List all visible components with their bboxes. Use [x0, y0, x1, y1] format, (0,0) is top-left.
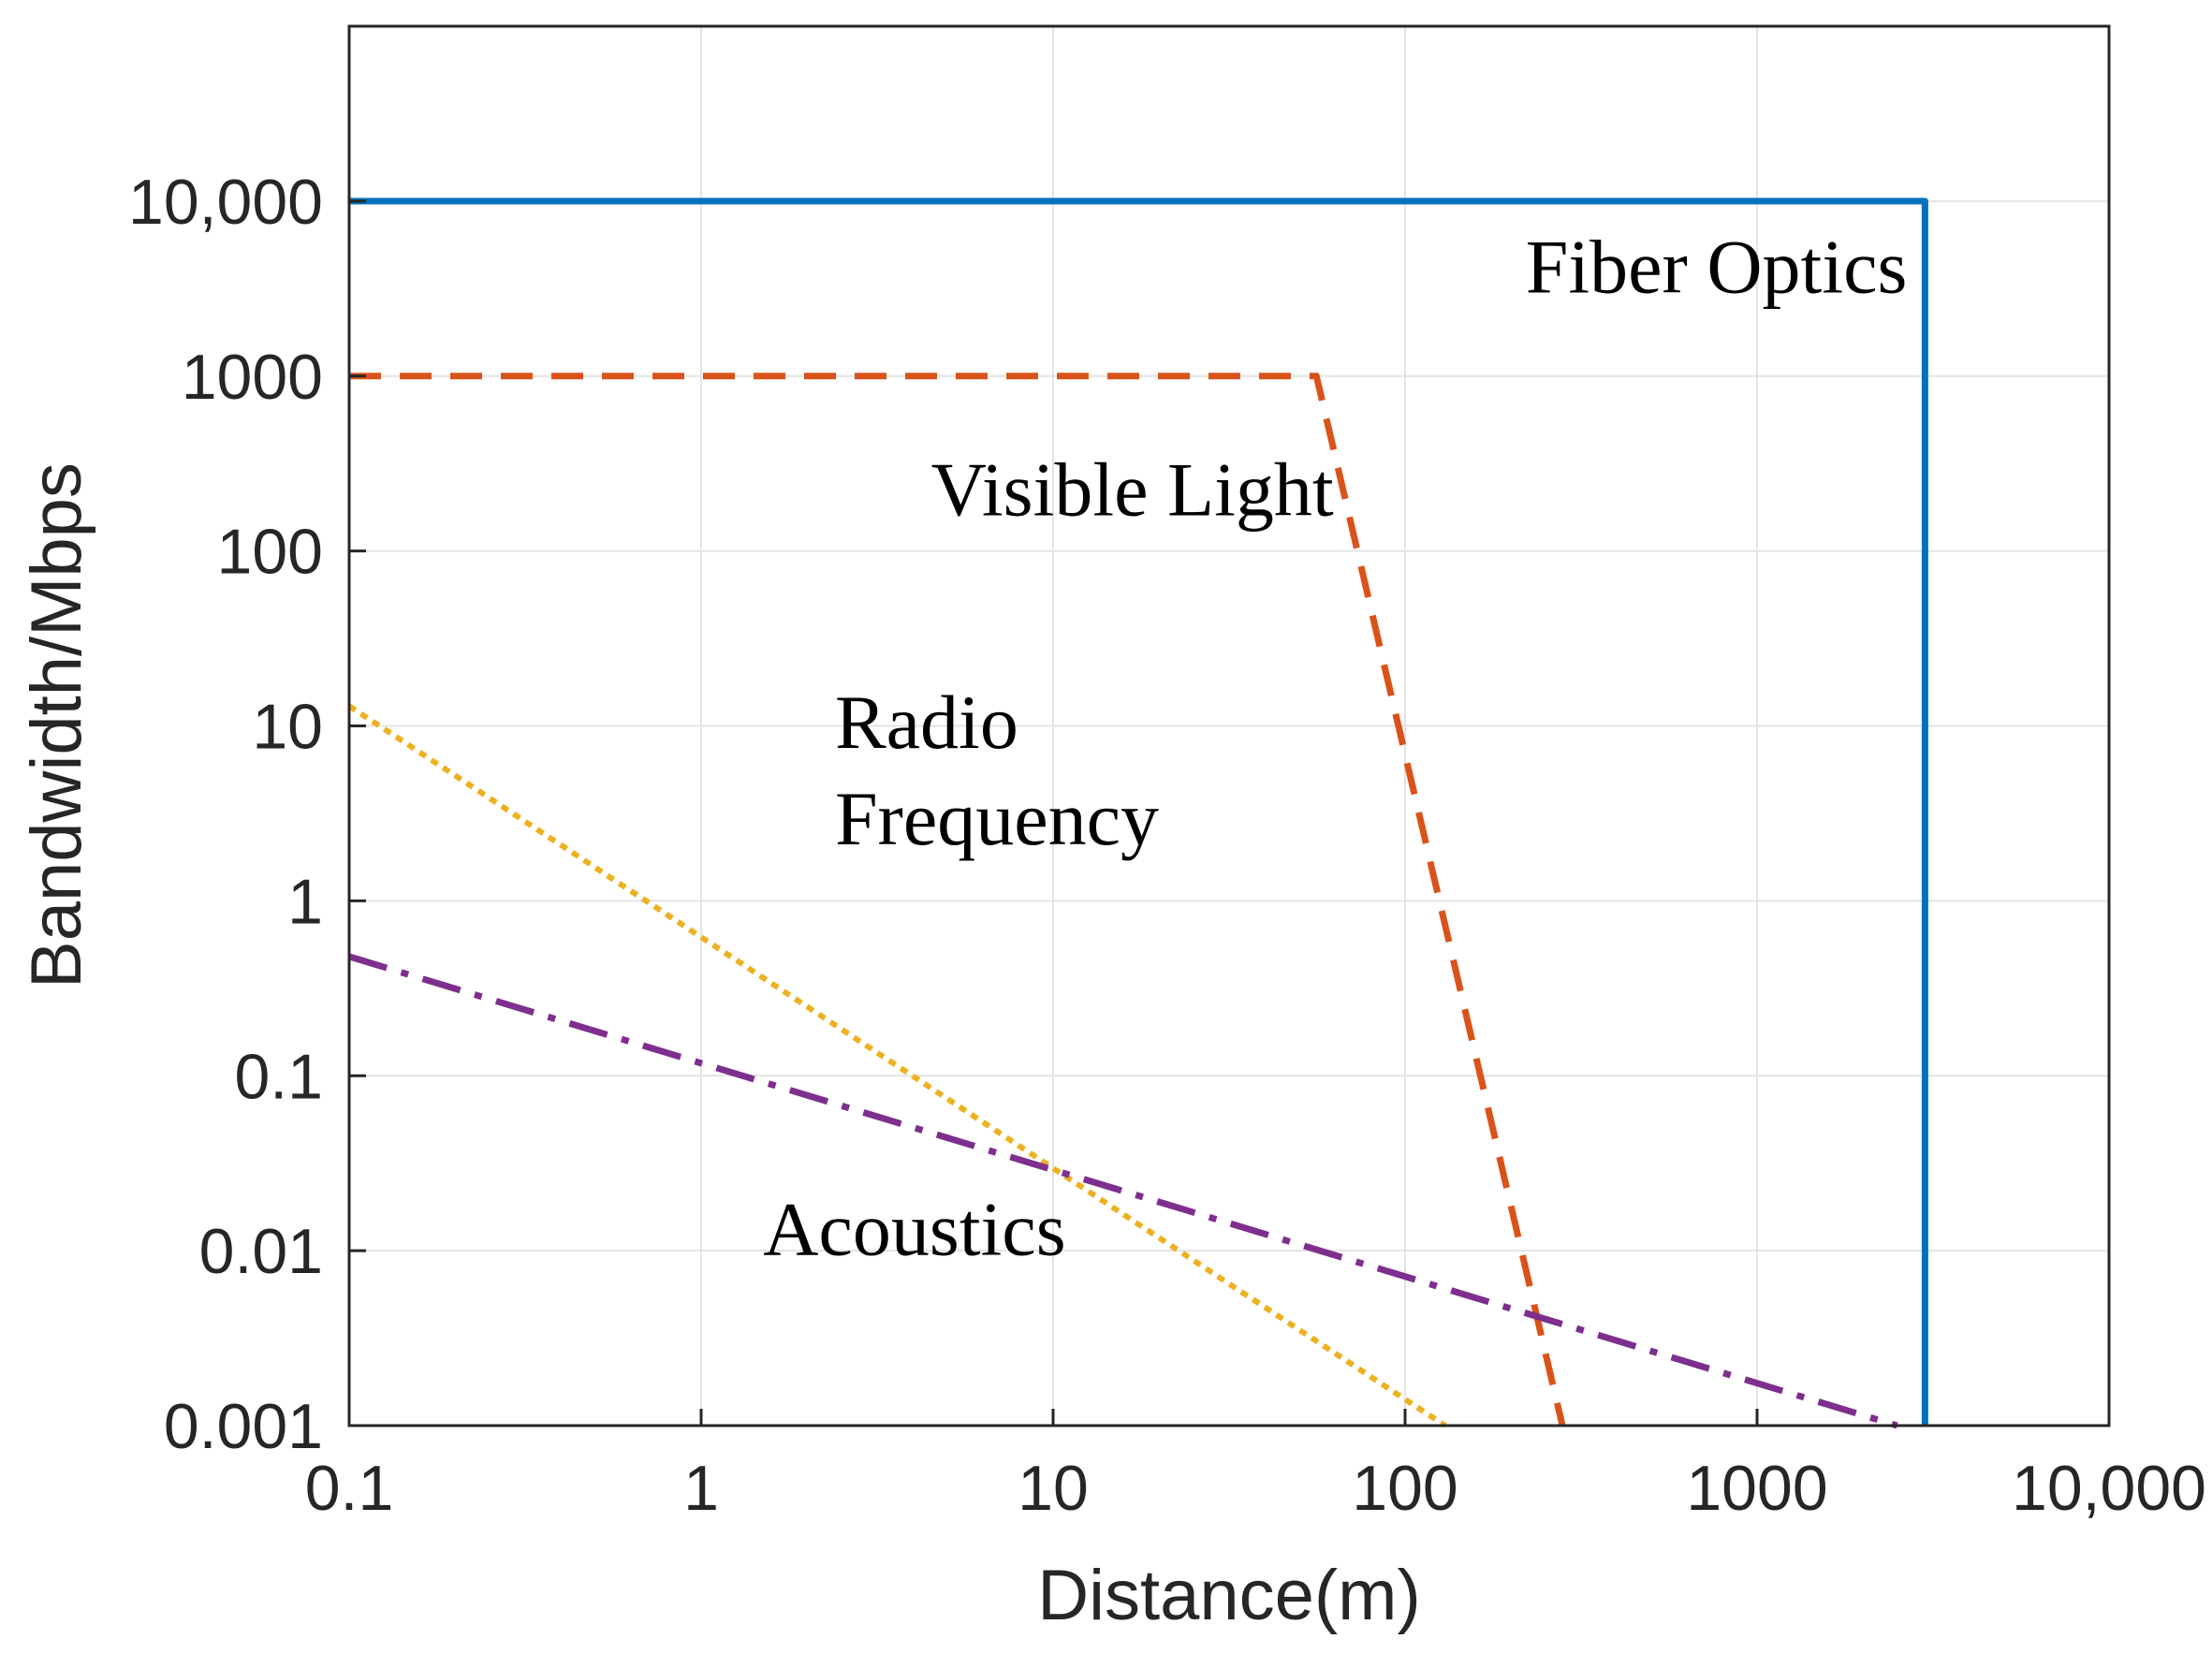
y-tick-label: 100: [217, 517, 323, 588]
x-tick-label: 1: [683, 1453, 719, 1524]
series-line-acoustics: [347, 953, 1898, 1429]
y-axis-title: Bandwidth/Mbps: [17, 462, 96, 988]
y-tick-label: 0.1: [234, 1041, 323, 1112]
annotations: Fiber Optics Visible Light Radio Frequency A…: [763, 225, 1907, 1272]
series-lines: [347, 198, 1928, 1429]
series-line-visible-light: [349, 373, 1566, 1427]
y-tick-label: 10: [252, 692, 323, 763]
annotation-fiber-optics: Fiber Optics: [1526, 225, 1908, 310]
y-tick-label: 1: [287, 866, 323, 937]
axis-ticks: [347, 199, 2111, 1427]
x-tick-label: 100: [1352, 1453, 1458, 1524]
series-line-fiber-optics: [349, 198, 1928, 1426]
y-tick-label: 0.001: [164, 1391, 323, 1462]
x-tick-label: 10: [1018, 1453, 1089, 1524]
x-axis-title: Distance(m): [1037, 1556, 1421, 1635]
y-tick-label: 10,000: [128, 167, 323, 238]
annotation-radio: Radio: [835, 680, 1018, 765]
y-tick-label: 1000: [182, 342, 323, 413]
annotation-frequency: Frequency: [835, 776, 1159, 861]
y-tick-label: 0.01: [199, 1216, 323, 1287]
annotation-visible-light: Visible Light: [931, 446, 1334, 532]
tick-labels: 0.1 1 10 100 1000 10,000 0.001 0.01 0.1 1 10 100 100…: [128, 167, 2206, 1524]
annotation-acoustics: Acoustics: [763, 1186, 1065, 1271]
x-tick-label: 10,000: [2012, 1453, 2206, 1524]
x-tick-label: 0.1: [305, 1453, 394, 1524]
x-tick-label: 1000: [1686, 1453, 1827, 1524]
